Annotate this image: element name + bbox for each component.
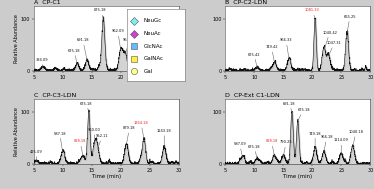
Text: A  CP-C1: A CP-C1 — [34, 0, 60, 5]
Text: 675.18: 675.18 — [80, 102, 92, 112]
Text: 1040.18: 1040.18 — [348, 130, 363, 147]
Text: 675.18: 675.18 — [297, 108, 310, 121]
Text: 966.18: 966.18 — [321, 135, 333, 152]
Text: 828.18: 828.18 — [74, 139, 86, 156]
Text: GalNAc: GalNAc — [143, 56, 163, 61]
Text: 966.09: 966.09 — [123, 38, 136, 54]
Text: 675.42: 675.42 — [248, 53, 260, 68]
Text: NeuAc: NeuAc — [143, 31, 161, 36]
Text: 675.18: 675.18 — [248, 145, 260, 159]
Text: 749.18: 749.18 — [309, 132, 321, 149]
X-axis label: Time (min): Time (min) — [283, 174, 312, 179]
Y-axis label: Relative Abundance: Relative Abundance — [15, 107, 19, 156]
Text: 952.11: 952.11 — [96, 134, 108, 149]
Text: 691.18: 691.18 — [77, 38, 89, 60]
Text: NeuGc: NeuGc — [143, 19, 162, 23]
Text: 691.18: 691.18 — [283, 102, 295, 112]
Text: 879.18: 879.18 — [123, 126, 136, 144]
Text: 1243.18: 1243.18 — [157, 129, 172, 147]
Text: 960.00: 960.00 — [88, 128, 101, 146]
Text: 966.33: 966.33 — [280, 38, 292, 59]
Text: 675.18: 675.18 — [94, 9, 107, 18]
Text: 790.25: 790.25 — [280, 140, 292, 156]
Text: 425.09: 425.09 — [30, 150, 43, 161]
Text: 828.18: 828.18 — [266, 139, 278, 156]
Text: 1114.09: 1114.09 — [334, 138, 349, 153]
Text: 587.18: 587.18 — [53, 132, 66, 152]
Text: GlcNAc: GlcNAc — [143, 44, 163, 49]
Text: Gal: Gal — [143, 69, 153, 74]
Text: B  CP-C2-LDN: B CP-C2-LDN — [225, 0, 267, 5]
Text: 665.25: 665.25 — [344, 15, 356, 33]
Text: 675.18: 675.18 — [68, 49, 80, 64]
Text: 384.09: 384.09 — [36, 58, 49, 68]
Text: 1047.31: 1047.31 — [327, 41, 342, 56]
Text: 1264.18: 1264.18 — [134, 121, 148, 139]
Text: 1081.33: 1081.33 — [305, 9, 320, 18]
X-axis label: Time (min): Time (min) — [92, 174, 121, 179]
Text: 587.09: 587.09 — [233, 142, 246, 158]
Text: 962.09: 962.09 — [111, 29, 124, 50]
Text: 749.42: 749.42 — [265, 45, 278, 63]
Text: D  CP-Ext C1-LDN: D CP-Ext C1-LDN — [225, 93, 280, 98]
Text: 1040.42: 1040.42 — [322, 31, 337, 51]
Y-axis label: Relative Abundance: Relative Abundance — [15, 14, 19, 63]
Text: C  CP-C3-LDN: C CP-C3-LDN — [34, 93, 76, 98]
